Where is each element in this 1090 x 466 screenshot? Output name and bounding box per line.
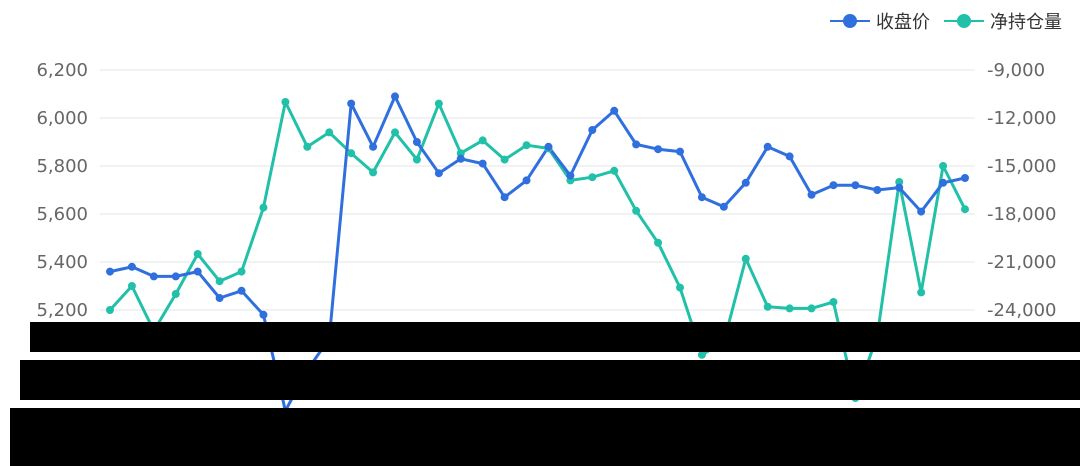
net-position-point — [785, 304, 794, 313]
left-tick-label: 5,600 — [36, 204, 88, 225]
close-price-swatch-icon — [830, 14, 870, 28]
gridlines — [100, 69, 975, 311]
right-tick-label: -12,000 — [987, 108, 1056, 129]
close-price-point — [434, 169, 443, 178]
net-position-point — [588, 173, 597, 182]
legend-item-net-position[interactable]: 净持仓量 — [944, 8, 1062, 34]
left-tick-label: 5,800 — [36, 156, 88, 177]
net-position-point — [763, 302, 772, 311]
net-position-point — [676, 283, 684, 292]
net-position-point — [434, 99, 443, 108]
close-price-point — [544, 142, 553, 151]
net-position-point — [697, 350, 706, 359]
right-y-axis: -9,000 -12,000 -15,000 -18,000 -21,000 -24,00… — [987, 60, 1056, 321]
close-price-line — [109, 94, 966, 413]
close-price-point — [259, 310, 268, 319]
right-tick-label: -15,000 — [987, 156, 1056, 177]
close-price-point — [610, 106, 619, 115]
close-price-point — [697, 193, 706, 202]
close-price-point — [807, 190, 816, 199]
net-position-point — [303, 142, 312, 151]
net-position-point — [347, 149, 356, 158]
close-price-point — [149, 272, 158, 281]
redaction-band-middle — [20, 360, 1080, 400]
right-tick-label: -24,000 — [987, 300, 1056, 321]
legend-label-net-position: 净持仓量 — [990, 12, 1062, 33]
net-position-point — [939, 162, 948, 170]
legend-label-close-price: 收盘价 — [876, 12, 930, 33]
left-tick-label: 6,000 — [36, 108, 88, 129]
close-price-point — [895, 183, 904, 192]
close-price-point — [588, 126, 597, 134]
left-tick-label: 5,400 — [36, 252, 88, 273]
close-price-point — [171, 272, 180, 281]
net-position-point — [654, 238, 663, 247]
net-position-point — [500, 155, 509, 164]
close-price-point — [106, 267, 114, 276]
net-position-point — [259, 203, 268, 212]
close-price-point — [961, 174, 969, 182]
net-position-point — [237, 267, 246, 276]
close-price-point — [676, 147, 684, 156]
close-price-point — [632, 140, 641, 149]
right-tick-label: -18,000 — [987, 204, 1056, 225]
net-position-point — [106, 306, 114, 314]
close-price-point — [369, 142, 378, 151]
net-position-point — [193, 250, 202, 258]
left-y-axis: 6,200 6,000 5,800 5,600 5,400 5,200 — [36, 60, 88, 321]
close-price-point — [412, 138, 421, 146]
right-tick-label: -9,000 — [987, 60, 1045, 81]
close-price-point — [127, 262, 136, 271]
redaction-band-bottom — [10, 408, 1080, 466]
close-price-point — [391, 92, 399, 101]
close-price-point — [654, 145, 663, 154]
net-position-point — [917, 288, 926, 297]
legend-item-close-price[interactable]: 收盘价 — [830, 8, 930, 34]
close-price-point — [829, 181, 838, 190]
net-position-point — [478, 136, 487, 145]
legend[interactable]: 收盘价 净持仓量 — [830, 8, 1062, 34]
close-price-point — [785, 152, 794, 161]
net-position-point — [829, 298, 838, 306]
redaction-band-top — [30, 322, 1080, 352]
close-price-point — [719, 202, 728, 211]
left-tick-label: 5,200 — [36, 300, 88, 321]
close-price-point — [917, 207, 926, 216]
close-price-point — [456, 154, 465, 163]
net-position-point — [391, 128, 399, 137]
net-position-point — [325, 128, 334, 137]
close-price-point — [763, 142, 772, 151]
close-price-point — [193, 267, 202, 276]
net-position-point — [522, 141, 531, 150]
net-position-point — [807, 304, 816, 313]
close-price-point — [237, 286, 246, 295]
net-position-line — [108, 100, 967, 400]
close-price-point — [566, 171, 575, 180]
close-price-point — [939, 178, 948, 187]
close-price-point — [851, 181, 860, 190]
net-position-point — [961, 205, 969, 214]
net-position-point — [281, 98, 290, 106]
right-tick-label: -21,000 — [987, 252, 1056, 273]
close-price-point — [347, 99, 356, 108]
close-price-point — [215, 294, 224, 302]
net-position-point — [127, 282, 136, 290]
series-lines — [108, 94, 967, 413]
close-price-point — [522, 176, 531, 185]
net-position-point — [741, 254, 750, 263]
close-price-point — [741, 178, 750, 187]
net-position-point — [215, 277, 224, 286]
net-position-point — [171, 290, 180, 298]
net-position-point — [412, 155, 421, 164]
close-price-point — [478, 159, 487, 168]
net-position-swatch-icon — [944, 14, 984, 28]
close-price-point — [500, 193, 509, 202]
net-position-point — [369, 168, 378, 177]
left-tick-label: 6,200 — [36, 60, 88, 81]
close-price-point — [873, 186, 882, 194]
net-position-point — [610, 166, 619, 175]
net-position-point — [632, 206, 641, 215]
